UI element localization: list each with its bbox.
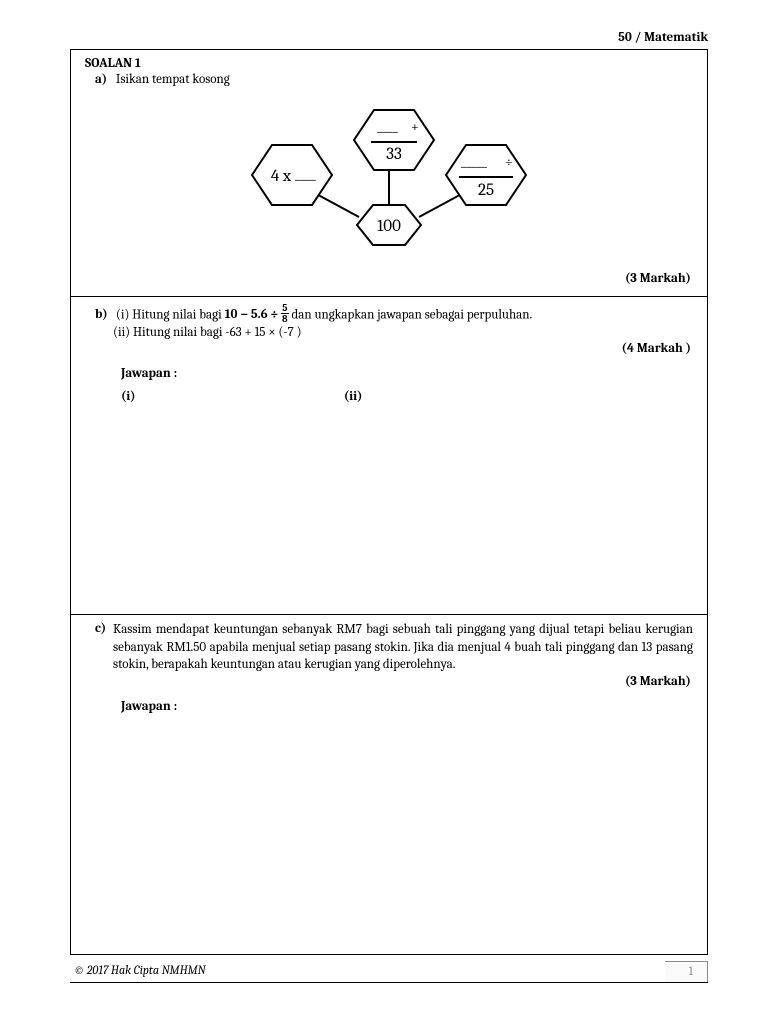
b-expr1a: 10 − 5.6 ÷ (225, 307, 281, 322)
sub-b: b) (i) Hitung nilai bagi 10 − 5.6 ÷ 58 d… (95, 303, 693, 324)
hexagon-diagram: 100 ____ + 33 4 x ____ _____ ÷ 2 (85, 95, 693, 269)
hex-right-div: ÷ (505, 153, 513, 170)
c-text: Kassim mendapat keuntungan sebanyak RM7 … (113, 621, 693, 674)
sub-c: c) Kassim mendapat keuntungan sebanyak R… (95, 621, 693, 674)
hex-top-plus: + (411, 118, 419, 135)
frac-den: 8 (281, 314, 289, 324)
b-answer-labels: (i) (ii) (121, 389, 693, 404)
hex-center-value: 100 (377, 217, 401, 236)
hex-left-blank: ____ (295, 166, 317, 183)
hex-left-prefix: 4 x (271, 167, 292, 186)
exam-page: 50 / Matematik SOALAN 1 a) Isikan tempat… (0, 0, 768, 1003)
label-c: c) (95, 621, 113, 674)
b-workspace (85, 404, 693, 604)
marks-a: (3 Markah) (85, 271, 693, 286)
b-line2: (ii) Hitung nilai bagi -63 + 15 × (-7 ) (113, 324, 693, 342)
jawapan-c: Jawapan : (121, 699, 693, 714)
copyright: © 2017 Hak Cipta NMHMN (70, 963, 206, 977)
b-line1: (i) Hitung nilai bagi 10 − 5.6 ÷ 58 dan … (116, 307, 532, 322)
section-b: b) (i) Hitung nilai bagi 10 − 5.6 ÷ 58 d… (71, 296, 707, 615)
jawapan-b: Jawapan : (121, 366, 693, 381)
marks-c: (3 Markah) (85, 674, 693, 689)
page-header: 50 / Matematik (70, 30, 708, 45)
page-number: 1 (665, 961, 708, 982)
page-number-wrap: 1 (665, 961, 708, 982)
sub-a: a) Isikan tempat kosong (95, 71, 693, 89)
page-footer: © 2017 Hak Cipta NMHMN 1 (70, 963, 708, 983)
hex-right-blank: _____ (461, 153, 488, 170)
b-i-label: (i) (121, 389, 341, 404)
section-c: c) Kassim mendapat keuntungan sebanyak R… (71, 614, 707, 954)
label-b: b) (95, 307, 113, 322)
label-a: a) (95, 72, 113, 87)
question-box: SOALAN 1 a) Isikan tempat kosong 100 ___… (70, 49, 708, 955)
frac-num: 5 (281, 303, 289, 314)
b-fraction: 58 (281, 303, 289, 324)
section-a: SOALAN 1 a) Isikan tempat kosong 100 ___… (71, 50, 707, 296)
c-workspace (85, 714, 693, 944)
b-line1-post: dan ungkapkan jawapan sebagai perpuluhan… (289, 307, 533, 322)
marks-b: (4 Markah ) (85, 341, 693, 356)
b-line1-pre: (i) Hitung nilai bagi (116, 307, 225, 322)
hex-right-value: 25 (478, 181, 494, 200)
hex-top-value: 33 (386, 145, 402, 164)
question-title: SOALAN 1 (85, 56, 693, 71)
hex-top-blank: ____ (377, 118, 399, 135)
prompt-a: Isikan tempat kosong (116, 72, 230, 87)
b-ii-label: (ii) (344, 389, 564, 404)
